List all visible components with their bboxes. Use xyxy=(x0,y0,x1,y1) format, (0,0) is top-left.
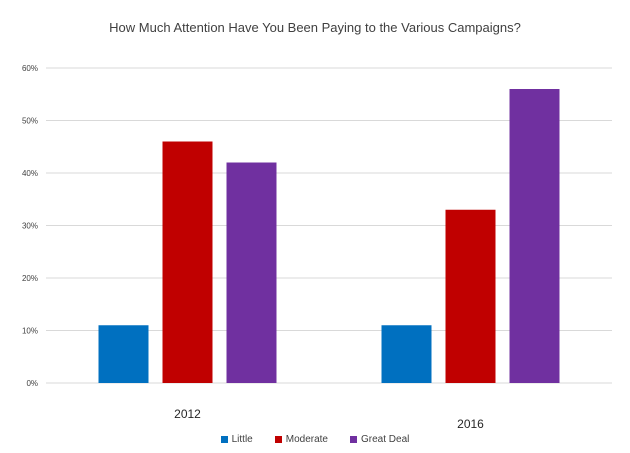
bar-moderate-2012 xyxy=(162,141,213,383)
bar-moderate-2016 xyxy=(445,209,496,383)
legend-swatch xyxy=(350,436,357,443)
bar-little-2012 xyxy=(98,325,149,383)
legend-item: Moderate xyxy=(274,434,328,445)
x-category-label: 2016 xyxy=(457,417,484,431)
chart-title: How Much Attention Have You Been Paying … xyxy=(109,20,521,35)
legend: Little Moderate Great Deal xyxy=(0,434,630,445)
bar-little-2016 xyxy=(381,325,432,383)
bar-great-deal-2016 xyxy=(509,89,560,383)
x-category-label: 2012 xyxy=(174,407,201,421)
bars xyxy=(98,89,560,383)
y-tick-label: 40% xyxy=(22,169,38,178)
legend-swatch xyxy=(220,436,228,443)
y-tick-label: 0% xyxy=(26,379,38,388)
y-tick-label: 20% xyxy=(22,274,38,283)
legend-label: Great Deal xyxy=(361,434,410,445)
x-axis-category-labels: 2012 2016 xyxy=(174,407,484,431)
legend-item: Great Deal xyxy=(350,434,409,445)
y-axis-tick-labels: 0% 10% 20% 30% 40% 50% 60% xyxy=(22,64,38,388)
y-tick-label: 10% xyxy=(22,327,38,336)
y-tick-label: 60% xyxy=(22,64,38,73)
legend-label: Moderate xyxy=(285,434,328,445)
bar-great-deal-2012 xyxy=(226,162,277,383)
legend-item: Little xyxy=(220,434,253,445)
legend-swatch xyxy=(274,436,282,443)
y-tick-label: 50% xyxy=(22,117,38,126)
legend-label: Little xyxy=(231,434,253,445)
y-tick-label: 30% xyxy=(22,222,38,231)
